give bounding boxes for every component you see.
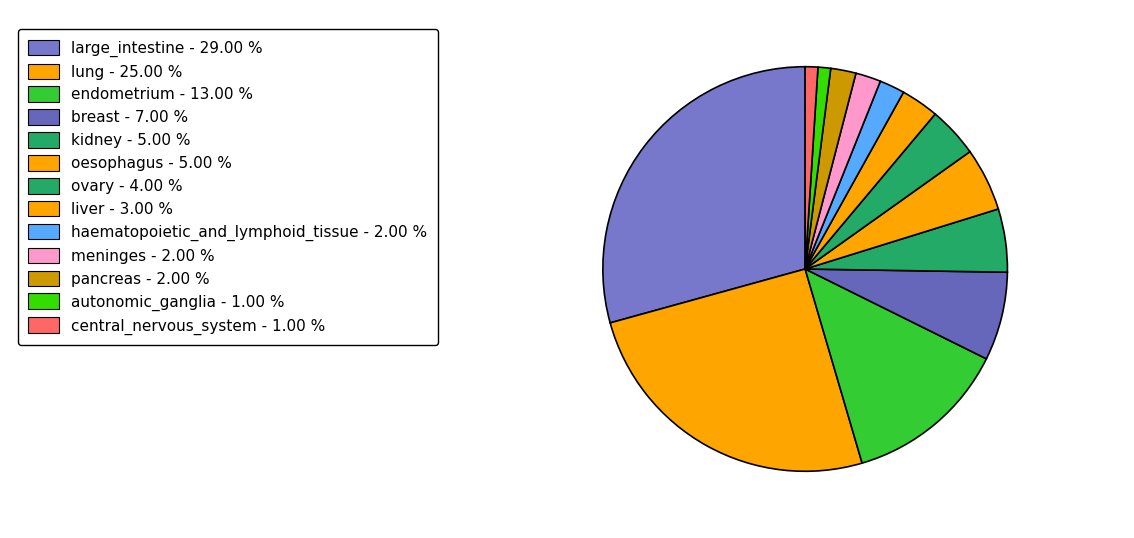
Wedge shape (610, 269, 862, 471)
Wedge shape (805, 67, 818, 269)
Wedge shape (603, 67, 805, 323)
Legend: large_intestine - 29.00 %, lung - 25.00 %, endometrium - 13.00 %, breast - 7.00 : large_intestine - 29.00 %, lung - 25.00 … (18, 29, 438, 345)
Wedge shape (805, 152, 998, 269)
Wedge shape (805, 92, 936, 269)
Wedge shape (805, 81, 904, 269)
Wedge shape (805, 209, 1007, 272)
Wedge shape (805, 68, 856, 269)
Wedge shape (805, 269, 987, 463)
Wedge shape (805, 269, 1007, 359)
Wedge shape (805, 114, 970, 269)
Wedge shape (805, 73, 880, 269)
Wedge shape (805, 67, 831, 269)
